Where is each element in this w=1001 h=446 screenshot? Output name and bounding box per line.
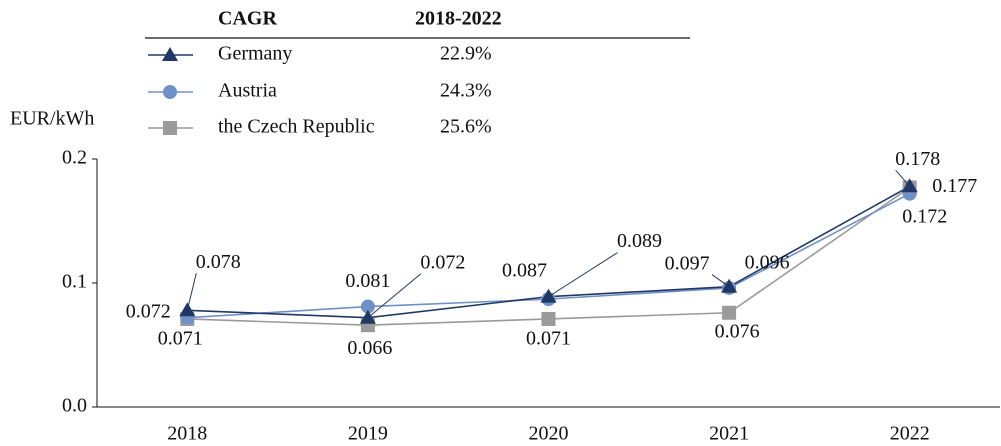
marker [163, 85, 177, 99]
legend-cagr: 22.9% [440, 43, 492, 65]
data-label: 0.076 [715, 320, 760, 342]
y-tick-label: 0.1 [62, 271, 87, 293]
leader-line [895, 169, 911, 187]
y-tick-label: 0.2 [62, 147, 87, 169]
data-label: 0.078 [196, 251, 241, 273]
x-tick-label: 2021 [709, 423, 749, 445]
marker [541, 311, 556, 326]
x-tick-label: 2022 [890, 423, 930, 445]
leader-line [548, 252, 618, 298]
marker [360, 299, 375, 314]
marker [162, 47, 178, 61]
y-tick-label: 0.0 [62, 395, 87, 417]
marker [540, 288, 557, 303]
marker [722, 305, 737, 320]
marker [721, 278, 738, 293]
data-label: 0.081 [345, 270, 390, 292]
y-axis-label: EUR/kWh [10, 108, 94, 130]
data-label: 0.177 [932, 175, 977, 197]
data-label: 0.071 [526, 328, 571, 350]
legend-cagr: 24.3% [440, 80, 492, 102]
x-tick-label: 2020 [529, 423, 569, 445]
legend-label: the Czech Republic [218, 116, 375, 138]
data-label: 0.072 [420, 251, 465, 273]
marker [163, 121, 177, 135]
legend-cagr: 25.6% [440, 116, 492, 138]
data-label: 0.089 [617, 230, 662, 252]
data-label: 0.097 [665, 252, 710, 274]
legend-label: Austria [218, 80, 277, 102]
leader-line [711, 274, 730, 288]
leader-line [186, 273, 197, 311]
data-label: 0.096 [745, 252, 790, 274]
leader-line [367, 273, 422, 319]
data-label: 0.072 [126, 300, 171, 322]
marker [359, 309, 376, 324]
x-tick-label: 2019 [348, 423, 388, 445]
data-label: 0.087 [502, 260, 547, 282]
data-label: 0.071 [158, 328, 203, 350]
data-label: 0.172 [902, 205, 947, 227]
data-label: 0.178 [895, 148, 940, 170]
data-label: 0.066 [347, 337, 392, 359]
x-tick-label: 2018 [167, 423, 207, 445]
legend-header: CAGR [218, 8, 277, 30]
marker [901, 178, 918, 193]
legend-label: Germany [218, 43, 292, 65]
legend-header: 2018-2022 [415, 8, 502, 30]
